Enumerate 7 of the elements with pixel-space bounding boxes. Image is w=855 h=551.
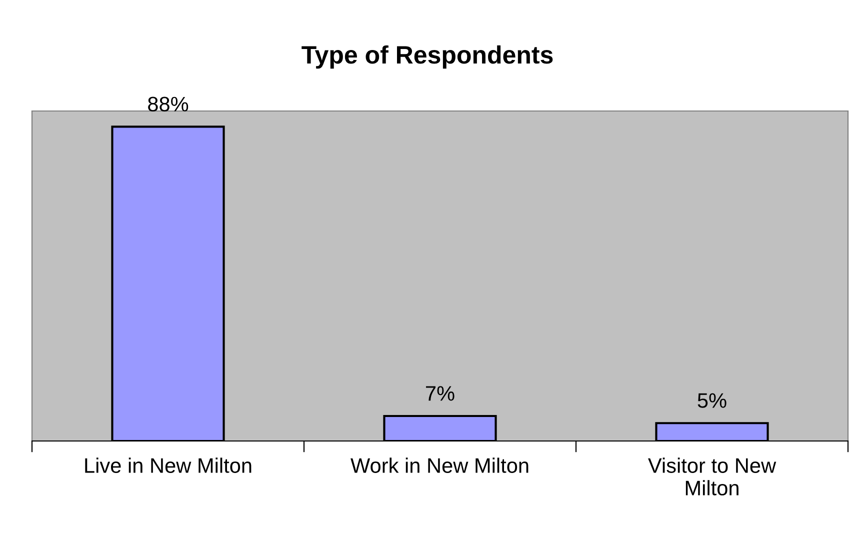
data-label: 5% xyxy=(698,393,726,408)
x-tick-label: Visitor to New Milton xyxy=(648,458,776,496)
x-tick-label: Work in New Milton xyxy=(350,458,528,473)
x-tick-label: Live in New Milton xyxy=(85,458,252,473)
data-label: 7% xyxy=(426,386,454,401)
chart-title: Type of Respondents xyxy=(302,45,553,69)
data-label: 88% xyxy=(148,96,188,112)
